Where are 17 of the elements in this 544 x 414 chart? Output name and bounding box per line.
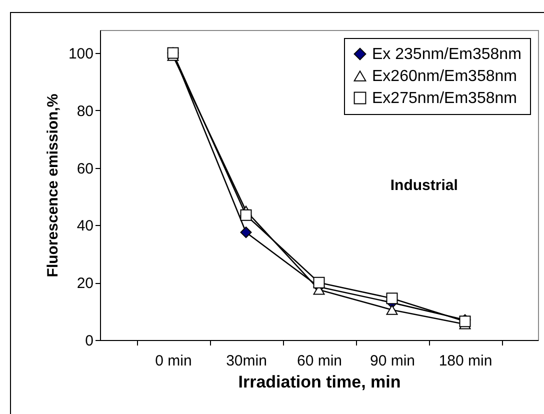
x-tick-label: 30min bbox=[226, 352, 267, 370]
y-tick-label: 40 bbox=[76, 218, 94, 235]
y-tick-label: 60 bbox=[76, 160, 94, 178]
y-axis-title: Fluorescence emission,% bbox=[44, 94, 62, 278]
x-axis-title: Irradiation time, min bbox=[238, 372, 401, 392]
legend-label: Ex275nm/Em358nm bbox=[372, 90, 517, 107]
annotation: Industrial bbox=[390, 177, 458, 194]
legend-label: Ex 235nm/Em358nm bbox=[372, 46, 522, 63]
y-tick-label: 20 bbox=[76, 275, 94, 292]
y-tick-label: 0 bbox=[85, 332, 94, 350]
x-tick-label: 180 min bbox=[438, 352, 492, 370]
x-tick-label: 0 min bbox=[155, 352, 192, 370]
x-tick-label: 60 min bbox=[296, 352, 342, 370]
legend-label: Ex260nm/Em358nm bbox=[372, 68, 517, 85]
x-tick-label: 90 min bbox=[370, 352, 416, 370]
y-tick-label: 80 bbox=[76, 102, 94, 120]
y-tick-label: 100 bbox=[68, 45, 94, 62]
